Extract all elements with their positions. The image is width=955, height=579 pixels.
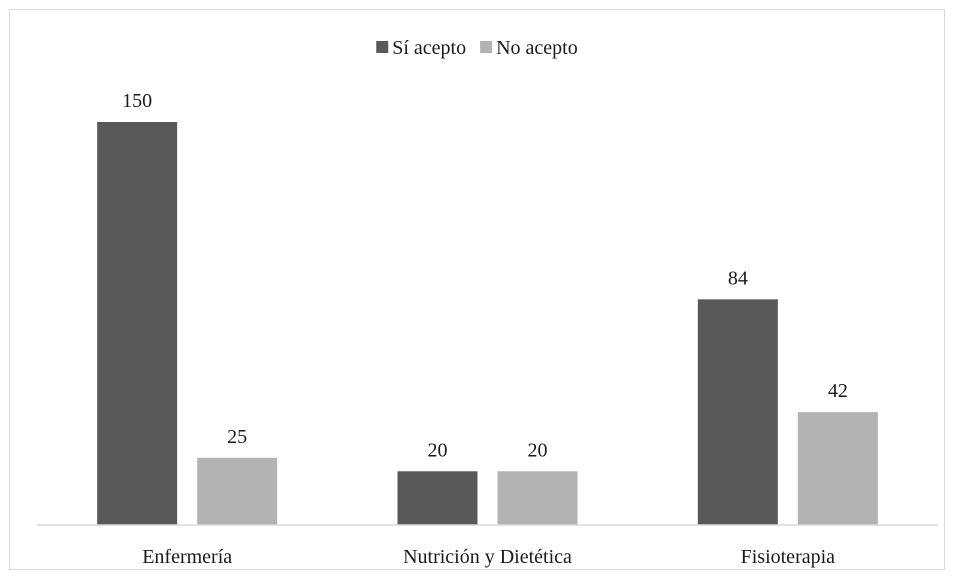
legend-label-no-acepto: No acepto [496, 37, 578, 59]
legend-swatch-si-acepto [376, 41, 389, 53]
data-label-enfermeria-si-acepto: 150 [122, 90, 152, 112]
data-label-nutricion-y-dietetica-si-acepto: 20 [428, 439, 448, 461]
category-label-enfermeria: Enfermería [142, 546, 232, 568]
data-label-enfermeria-no-acepto: 25 [227, 426, 247, 448]
legend-swatch-no-acepto [480, 41, 493, 53]
legend: Sí acepto No acepto [376, 37, 578, 59]
category-label-fisioterapia: Fisioterapia [741, 546, 836, 568]
bar-enfermeria-si-acepto [97, 122, 178, 525]
category-labels: Enfermería Nutrición y Dietética Fisiotera… [142, 546, 835, 568]
data-label-fisioterapia-si-acepto: 84 [728, 267, 748, 289]
legend-label-si-acepto: Sí acepto [392, 37, 466, 59]
bar-fisioterapia-si-acepto [697, 299, 778, 525]
data-label-fisioterapia-no-acepto: 42 [828, 380, 848, 402]
data-label-nutricion-y-dietetica-no-acepto: 20 [528, 439, 548, 461]
bar-nutricion-y-dietetica-si-acepto [397, 471, 478, 525]
bars [97, 122, 878, 525]
data-labels: 150 25 20 20 84 42 [122, 90, 848, 461]
category-label-nutricion-y-dietetica: Nutrición y Dietética [403, 546, 572, 568]
bar-enfermeria-no-acepto [197, 457, 278, 525]
bar-fisioterapia-no-acepto [797, 412, 878, 525]
chart-frame [9, 9, 945, 570]
bar-nutricion-y-dietetica-no-acepto [497, 471, 578, 525]
